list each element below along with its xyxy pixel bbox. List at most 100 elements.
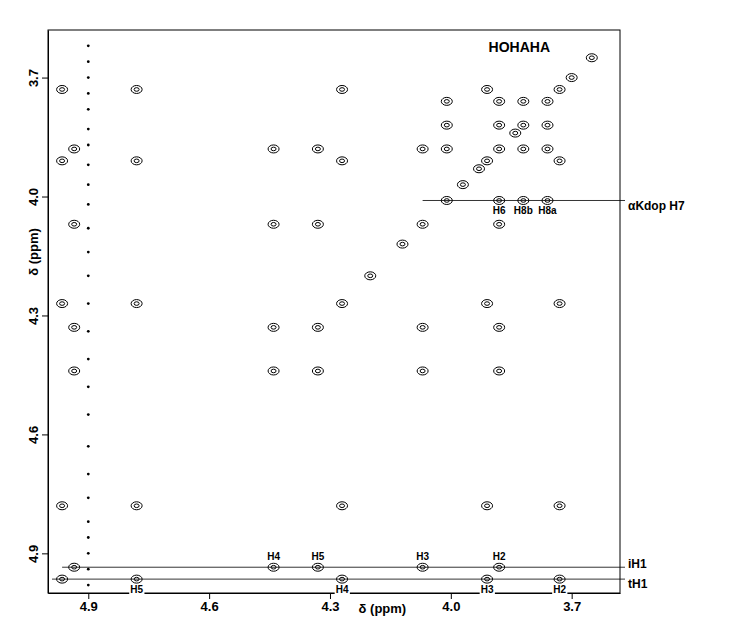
contour-peak [417,145,428,153]
contour-peak [542,97,553,105]
peak-label: H2 [493,551,506,562]
contour-peak [268,367,279,375]
contour-peak [57,300,68,308]
contour-peak [337,85,348,93]
contour-peak [365,272,376,280]
y-tick-mark [42,315,48,316]
contour-peak [542,145,553,153]
peak-label: H3 [416,551,429,562]
contour-peak [69,323,80,331]
contour-peak [69,145,80,153]
streak-dot [87,358,90,361]
chart: 4.94.64.34.03.73.74.04.34.64.9δ (ppm)δ (… [0,0,729,631]
contour-peak [312,145,323,153]
x-axis-title: δ (ppm) [359,601,407,616]
contour-peak [554,85,565,93]
y-tick-label: 3.7 [26,69,41,87]
contour-peak [494,323,505,331]
streak-dot [87,274,90,277]
streak-dot [87,302,90,305]
y-tick-label: 4.6 [26,426,41,444]
y-tick-label: 4.3 [26,307,41,325]
streak-dot [87,76,90,79]
y-tick-label: 4.0 [26,188,41,206]
streak-dot [87,385,90,388]
label-patch [310,551,325,562]
y-tick-mark [42,78,48,79]
streak-dot [87,227,90,230]
label-patch [335,584,350,595]
annotation-line [52,579,625,580]
streak-dot [87,163,90,166]
contour-peak [131,300,142,308]
peak-label: H4 [336,584,349,595]
contour-peak [554,157,565,165]
contour-peak [131,157,142,165]
contour-peak [554,300,565,308]
streak-dot [87,108,90,111]
contour-peak [57,85,68,93]
row-label: αKdop H7 [628,199,685,213]
peak-label: H5 [311,551,324,562]
x-tick-mark [209,593,210,599]
marks [57,44,598,586]
x-tick: 4.0 [442,593,460,614]
y-tick-mark [42,553,48,554]
row-label: iH1 [628,557,647,571]
contour-peak [441,121,452,129]
streak-dot [87,584,90,587]
x-tick: 4.3 [321,593,339,614]
contour-peak [554,502,565,510]
contour-peak [57,157,68,165]
streak-dot [87,183,90,186]
y-tick: 3.7 [26,69,48,87]
chart-title: HOHAHA [489,39,550,55]
contour-peak [494,145,505,153]
streak-dot [87,92,90,95]
plot-frame [48,30,620,593]
label-patch [415,551,430,562]
streak-dot [87,144,90,147]
contour-peak [417,220,428,228]
y-tick-mark [42,434,48,435]
row-label: tH1 [628,577,648,591]
peak-label: H4 [267,551,280,562]
contour-peak [268,220,279,228]
contour-peak [518,145,529,153]
contour-peak [268,145,279,153]
contour-peak [494,121,505,129]
label-patch [266,551,281,562]
streak-dot [87,568,90,571]
label-patch [492,205,507,216]
streak-dot [87,473,90,476]
label-patch [480,584,495,595]
contour-peak [518,121,529,129]
contour-peak [441,145,452,153]
contour-peak [417,367,428,375]
contour-peak [494,97,505,105]
title-patch [487,38,552,56]
contour-peak [494,220,505,228]
contour-peak [337,300,348,308]
contour-peak [510,129,521,137]
contour-peak [312,323,323,331]
peak-label: H2 [553,584,566,595]
x-tick-label: 4.0 [442,599,460,614]
y-tick-mark [42,197,48,198]
contour-peak [441,97,452,105]
streak-dot [87,60,90,63]
peak-label: H5 [130,584,143,595]
y-tick: 4.9 [26,545,48,563]
streak-dot [87,536,90,539]
streak-dot [87,203,90,206]
x-tick-label: 4.3 [321,599,339,614]
streak-dot [87,251,90,254]
contour-peak [482,157,493,165]
contour-peak [131,85,142,93]
contour-peak [482,300,493,308]
label-patch [552,584,567,595]
contour-peak [474,165,485,173]
y-tick: 4.6 [26,426,48,444]
label-patch [537,205,558,216]
streak-dot [87,496,90,499]
